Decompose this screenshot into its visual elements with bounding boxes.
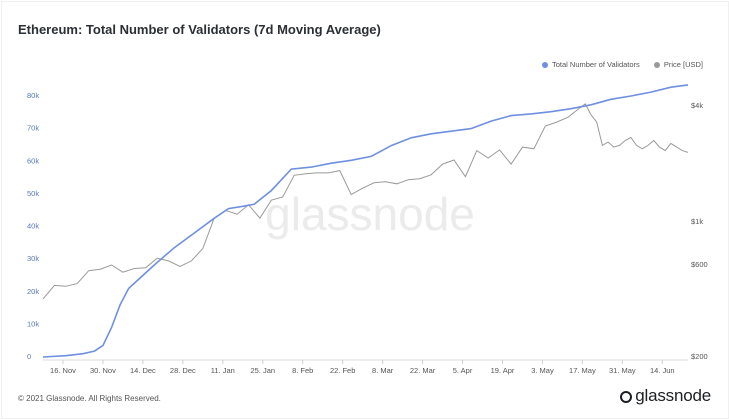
x-tick-label: 14. Dec [130,366,156,375]
y-left-tick-label: 80k [27,91,39,100]
y-left-tick-label: 40k [27,222,39,231]
x-tick-label: 22. Feb [330,366,355,375]
x-tick-label: 11. Jan [211,366,235,375]
y-right-tick-label: $200 [691,352,708,361]
y-left-tick-label: 30k [27,254,39,263]
y-left-tick-label: 70k [27,124,39,133]
footer-copyright: © 2021 Glassnode. All Rights Reserved. [18,394,161,403]
y-left-tick-label: 60k [27,156,39,165]
footer-logo[interactable]: glassnode [620,386,711,406]
x-tick-label: 19. Apr [491,366,515,375]
x-tick-label: 17. May [569,366,596,375]
y-left-tick-label: 0 [27,352,31,361]
legend-label-price: Price [USD] [663,60,703,69]
legend-marker-price [653,61,660,68]
x-tick-label: 28. Dec [170,366,196,375]
x-tick-label: 22. Mar [410,366,436,375]
watermark: glassnode [265,188,475,240]
y-left-tick-label: 20k [27,287,39,296]
footer-logo-text: glassnode [635,386,711,405]
chart-title: Ethereum: Total Number of Validators (7d… [18,22,381,37]
legend-marker-validators [541,61,548,68]
legend-item-price[interactable]: Price [USD] [653,60,703,69]
y-left-tick-label: 10k [27,319,39,328]
y-right-tick-label: $1k [691,217,703,226]
y-axis-right: $200 $600 $1k $4k [691,101,708,361]
x-tick-label: 16. Nov [50,366,76,375]
chart-legend: Total Number of Validators Price [USD] [541,60,703,69]
glassnode-logo-icon [620,390,633,403]
validators-series-line [42,84,689,358]
x-tick-label: 8. Mar [372,366,394,375]
x-tick-label: 31. May [609,366,636,375]
x-tick-label: 5. Apr [453,366,473,375]
x-tick-label: 25. Jan [250,366,275,375]
y-axis-left: 0 10k 20k 30k 40k 50k 60k 70k 80k [27,91,39,361]
y-right-tick-label: $600 [691,260,708,269]
x-tick-label: 8. Feb [292,366,313,375]
x-tick-label: 30. Nov [90,366,116,375]
x-axis-ticks: 16. Nov 30. Nov 14. Dec 28. Dec 11. Jan 25. J… [50,360,675,375]
y-right-tick-label: $4k [691,101,703,110]
legend-item-validators[interactable]: Total Number of Validators [541,60,640,69]
x-tick-label: 14. Jun [650,366,675,375]
price-series-line [42,103,689,300]
y-left-tick-label: 50k [27,189,39,198]
x-tick-label: 3. May [531,366,554,375]
legend-label-validators: Total Number of Validators [551,60,640,69]
